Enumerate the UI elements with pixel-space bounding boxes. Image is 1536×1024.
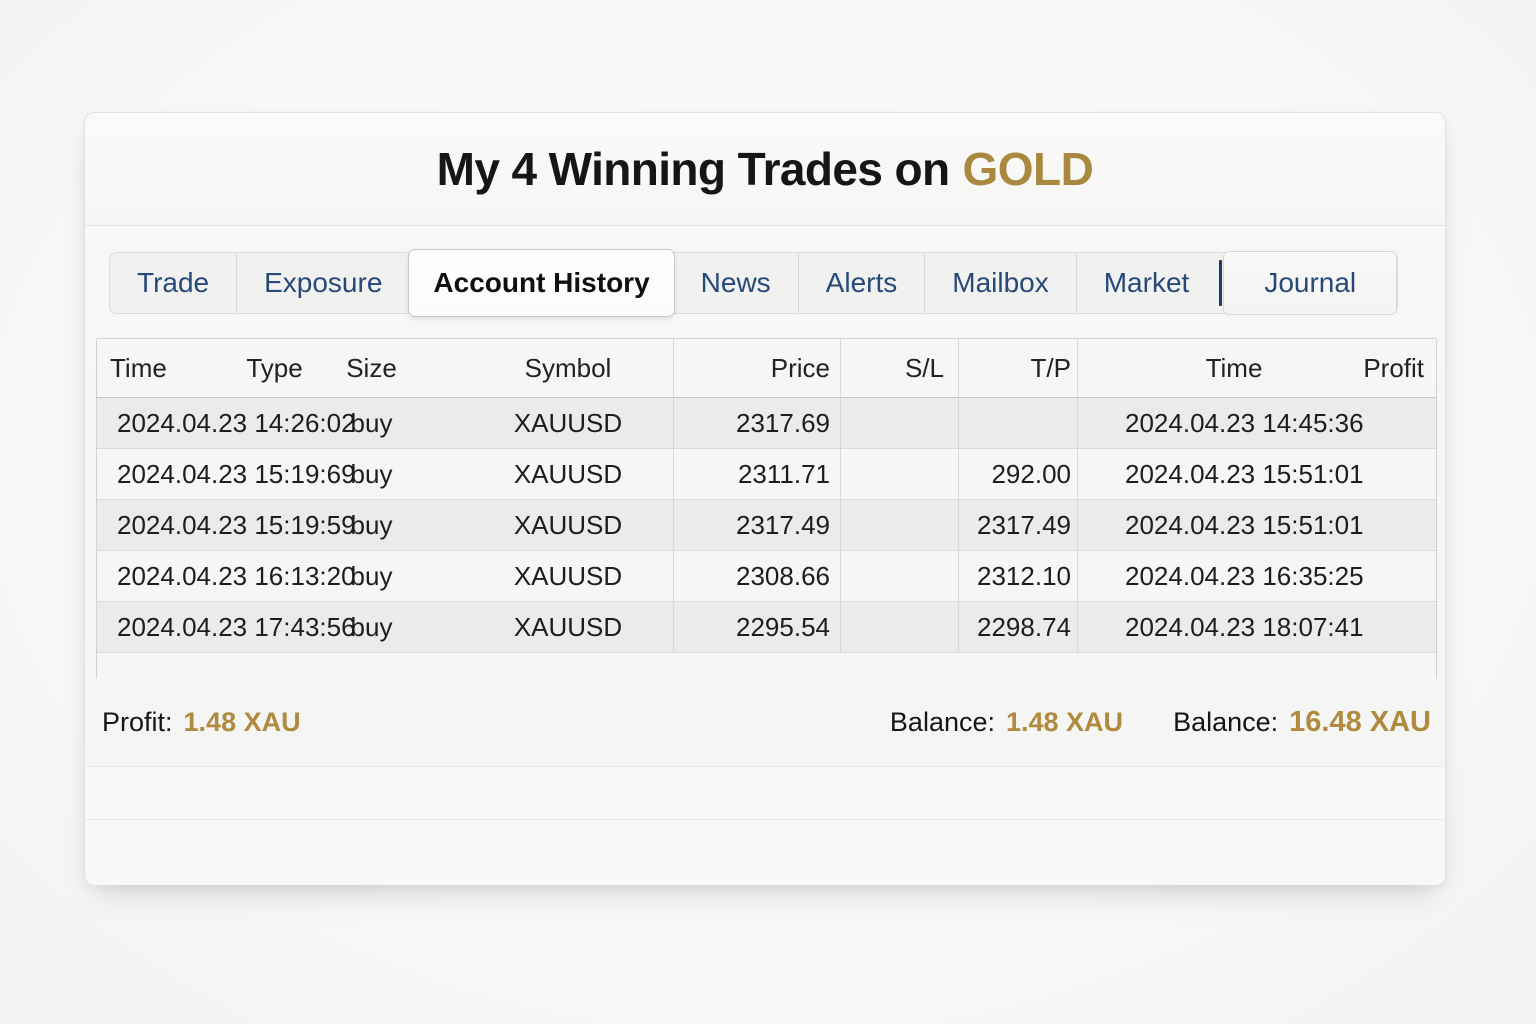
cell-symbol: XAUUSD — [421, 449, 674, 499]
balance-summary: Balance: 1.48 XAU — [890, 707, 1123, 738]
cell-profit — [1390, 500, 1436, 550]
tab-strip: Trade Exposure Account History News Alerts Ma… — [85, 226, 1445, 338]
cell-tp — [959, 398, 1078, 448]
tab-trade[interactable]: Trade — [137, 267, 210, 298]
cell-close-time: 2024.04.23 16:35:25 — [1125, 560, 1364, 591]
table-row[interactable]: 2024.04.23 15:19:69 buy XAUUSD 2311.71 2… — [97, 449, 1436, 500]
cell-close-time: 2024.04.23 15:51:01 — [1125, 509, 1364, 540]
column-header-type[interactable]: Type — [246, 352, 303, 383]
cell-profit — [1390, 398, 1436, 448]
cell-tp: 2317.49 — [959, 500, 1078, 550]
cell-profit — [1390, 602, 1436, 652]
tab-separator-bar — [1219, 260, 1223, 306]
cell-close-time: 2024.04.23 18:07:41 — [1125, 611, 1364, 642]
tab-market[interactable]: Market — [1075, 253, 1217, 313]
cell-price: 2317.49 — [674, 500, 841, 550]
status-band — [85, 766, 1445, 819]
cell-price: 2308.66 — [674, 551, 841, 601]
cell-tp: 2298.74 — [959, 602, 1078, 652]
title-bar: My 4 Winning Trades on GOLD — [85, 113, 1445, 226]
cell-open-time: 2024.04.23 16:13:20 — [117, 560, 356, 591]
profit-summary: Profit: 1.48 XAU — [102, 707, 301, 738]
column-header-size[interactable]: Size — [346, 352, 397, 383]
history-table: Time Type Size Symbol Price S/L T/P Time Profit … — [96, 338, 1437, 679]
tab-journal[interactable]: Journal — [1223, 251, 1398, 315]
table-row[interactable]: 2024.04.23 14:26:02 buy XAUUSD 2317.69 2… — [97, 398, 1436, 449]
cell-tp: 2312.10 — [959, 551, 1078, 601]
table-row[interactable]: 2024.04.23 16:13:20 buy XAUUSD 2308.66 2… — [97, 551, 1436, 602]
cell-symbol: XAUUSD — [421, 551, 674, 601]
cell-close-time: 2024.04.23 14:45:36 — [1125, 407, 1364, 438]
column-header-tp[interactable]: T/P — [959, 339, 1078, 397]
page-title: My 4 Winning Trades on — [436, 143, 950, 195]
balance-total-label: Balance: — [1173, 707, 1279, 737]
table-empty-area — [97, 653, 1436, 679]
page-title-highlight: GOLD — [962, 143, 1094, 195]
cell-profit — [1390, 449, 1436, 499]
cell-price: 2311.71 — [674, 449, 841, 499]
balance-total-value: 16.48 XAU — [1289, 706, 1431, 738]
cell-price: 2295.54 — [674, 602, 841, 652]
tab-news[interactable]: News — [700, 267, 771, 298]
table-body: 2024.04.23 14:26:02 buy XAUUSD 2317.69 2… — [97, 398, 1436, 653]
column-header-sl[interactable]: S/L — [841, 339, 959, 397]
cell-sl — [841, 551, 959, 601]
column-header-price[interactable]: Price — [674, 339, 841, 397]
table-row[interactable]: 2024.04.23 17:43:56 buy XAUUSD 2295.54 2… — [97, 602, 1436, 653]
summary-bar: Profit: 1.48 XAU Balance: 1.48 XAU Balan… — [85, 679, 1445, 766]
cell-open-time: 2024.04.23 15:19:69 — [117, 458, 356, 489]
cell-open-time: 2024.04.23 14:26:02 — [117, 407, 356, 438]
cell-type: buy — [350, 560, 393, 591]
cell-type: buy — [350, 611, 393, 642]
cell-price: 2317.69 — [674, 398, 841, 448]
cell-sl — [841, 602, 959, 652]
cell-sl — [841, 449, 959, 499]
table-header-row: Time Type Size Symbol Price S/L T/P Time Profit — [97, 339, 1436, 398]
tab-account-history[interactable]: Account History — [408, 249, 675, 317]
table-row[interactable]: 2024.04.23 15:19:59 buy XAUUSD 2317.49 2… — [97, 500, 1436, 551]
cell-symbol: XAUUSD — [421, 500, 674, 550]
cell-symbol: XAUUSD — [421, 602, 674, 652]
column-header-close_time[interactable]: Time — [1205, 352, 1263, 383]
cell-type: buy — [350, 407, 393, 438]
tab-bar: Trade Exposure Account History News Alerts Ma… — [109, 249, 1399, 317]
column-header-open_time[interactable]: Time — [110, 352, 167, 383]
cell-sl — [841, 500, 959, 550]
balance-value: 1.48 XAU — [1006, 707, 1124, 737]
cell-open-time: 2024.04.23 15:19:59 — [117, 509, 356, 540]
column-header-symbol[interactable]: Symbol — [421, 339, 674, 397]
cell-type: buy — [350, 509, 393, 540]
terminal-window: My 4 Winning Trades on GOLD Trade Exposur… — [84, 112, 1446, 885]
profit-value: 1.48 XAU — [183, 707, 301, 737]
balance-total-summary: Balance: 16.48 XAU — [1173, 706, 1431, 739]
balance-label: Balance: — [889, 707, 995, 737]
tab-alerts[interactable]: Alerts — [797, 253, 925, 313]
cell-open-time: 2024.04.23 17:43:56 — [117, 611, 356, 642]
tab-mailbox[interactable]: Mailbox — [924, 253, 1075, 313]
cell-profit — [1390, 551, 1436, 601]
cell-close-time: 2024.04.23 15:51:01 — [1125, 458, 1364, 489]
column-header-profit[interactable]: Profit — [1363, 352, 1424, 383]
profit-label: Profit: — [102, 707, 173, 737]
cell-sl — [841, 398, 959, 448]
cell-type: buy — [350, 458, 393, 489]
cell-symbol: XAUUSD — [421, 398, 674, 448]
cell-tp: 292.00 — [959, 449, 1078, 499]
bottom-band — [85, 819, 1445, 885]
tab-exposure[interactable]: Exposure — [236, 253, 409, 313]
